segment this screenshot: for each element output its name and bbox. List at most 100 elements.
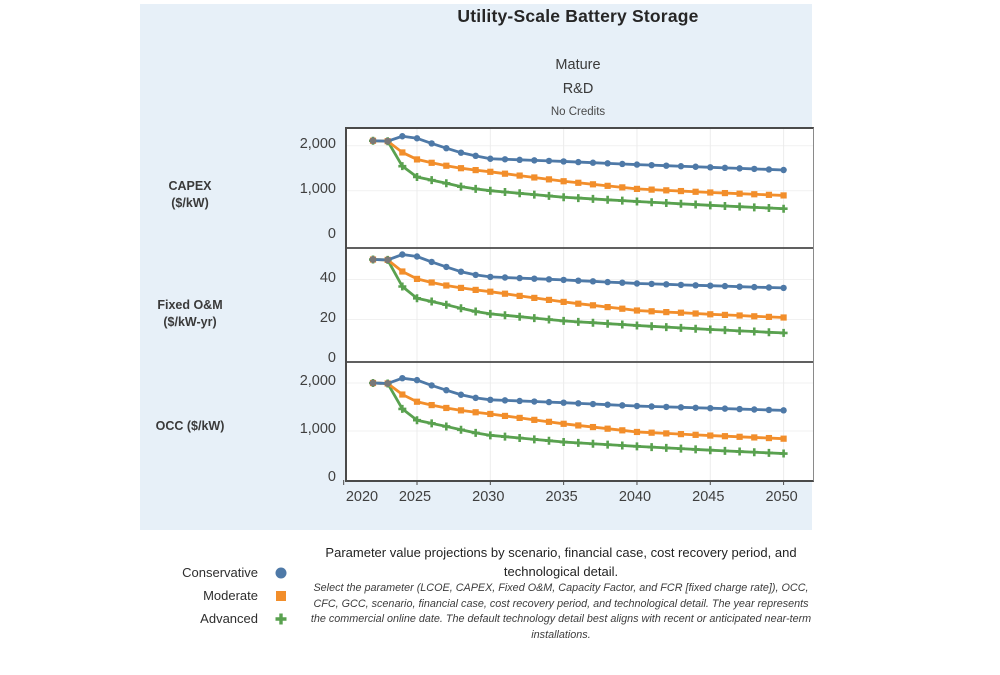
data-point [604, 401, 611, 408]
data-point [456, 182, 465, 191]
data-point [472, 394, 479, 402]
data-point [531, 157, 538, 164]
data-point [427, 297, 436, 306]
data-point [457, 149, 465, 156]
data-point [487, 168, 494, 175]
x-tick-label: 2020 [345, 489, 379, 505]
data-point [560, 276, 567, 284]
data-point [443, 162, 450, 169]
data-point [589, 181, 597, 188]
legend-marker-shape [275, 613, 287, 625]
legend-item-advanced[interactable]: Advanced [150, 611, 300, 629]
data-point [399, 251, 406, 258]
data-point [765, 166, 773, 173]
y-tick-label: 1,000 [299, 180, 336, 197]
plus-marker-icon [274, 612, 288, 626]
x-tick-label: 2040 [618, 489, 652, 505]
data-point [516, 274, 523, 282]
data-point [751, 191, 758, 198]
y-tick-label: 40 [319, 269, 336, 286]
data-point [531, 294, 538, 301]
data-point [457, 284, 465, 291]
data-point [544, 315, 553, 324]
data-point [428, 258, 435, 266]
data-point [632, 442, 641, 451]
data-point [501, 397, 509, 404]
data-point [487, 273, 494, 281]
data-point [428, 140, 435, 147]
data-point [736, 165, 743, 172]
data-point [442, 179, 451, 188]
data-point [501, 156, 509, 163]
data-point [677, 309, 685, 316]
data-point [764, 204, 773, 213]
data-point [531, 416, 538, 423]
y-tick-label: 2,000 [299, 373, 336, 389]
data-point [750, 203, 759, 212]
data-point [575, 400, 582, 407]
y-tick-label: 1,000 [299, 421, 336, 437]
data-point [486, 431, 495, 440]
historical-data-point [369, 137, 377, 145]
data-point [751, 406, 758, 413]
data-point [662, 323, 671, 332]
data-point [632, 321, 641, 330]
data-point [647, 322, 656, 331]
data-point [604, 304, 611, 311]
data-point [736, 190, 743, 197]
data-point [530, 314, 539, 323]
data-point [486, 309, 495, 318]
data-point [560, 420, 567, 427]
data-point [779, 449, 788, 458]
data-point [588, 318, 597, 327]
data-point [575, 422, 582, 429]
data-point [692, 310, 699, 317]
data-point [443, 404, 450, 412]
data-point [413, 294, 421, 303]
data-point [765, 313, 773, 320]
data-point [692, 404, 699, 411]
data-point [619, 402, 626, 409]
data-point [780, 166, 787, 174]
data-point [633, 307, 641, 314]
data-point [589, 159, 597, 166]
data-point [471, 307, 480, 316]
data-point [780, 192, 787, 199]
column-header-scenario-group: R&D [562, 81, 594, 97]
data-point [633, 185, 641, 192]
data-point [633, 402, 641, 410]
data-point [560, 178, 567, 185]
data-point [603, 319, 612, 328]
data-point [677, 431, 685, 438]
data-point [604, 278, 611, 286]
plot-area [343, 127, 814, 485]
data-point [780, 314, 787, 321]
data-point [735, 326, 744, 335]
data-point [619, 184, 626, 191]
legend-item-moderate[interactable]: Moderate [150, 588, 300, 606]
data-point [721, 311, 729, 318]
data-point [443, 282, 450, 289]
data-point [399, 149, 406, 156]
data-point [720, 446, 729, 455]
data-point [750, 327, 759, 336]
data-point [764, 448, 773, 457]
data-point [588, 194, 597, 203]
historical-data-point [369, 379, 377, 387]
data-point [633, 280, 641, 287]
data-point [428, 401, 435, 409]
data-point [647, 198, 656, 207]
data-point [516, 292, 523, 299]
data-point [428, 279, 435, 286]
data-point [691, 324, 700, 333]
data-point [487, 410, 494, 418]
legend-item-conservative[interactable]: Conservative [150, 565, 300, 583]
data-point [559, 438, 568, 447]
data-point [545, 157, 553, 165]
data-point [648, 161, 655, 169]
data-point [677, 281, 685, 289]
data-point [663, 430, 670, 437]
data-point [720, 326, 729, 335]
data-point [413, 416, 421, 425]
data-point [648, 403, 655, 410]
